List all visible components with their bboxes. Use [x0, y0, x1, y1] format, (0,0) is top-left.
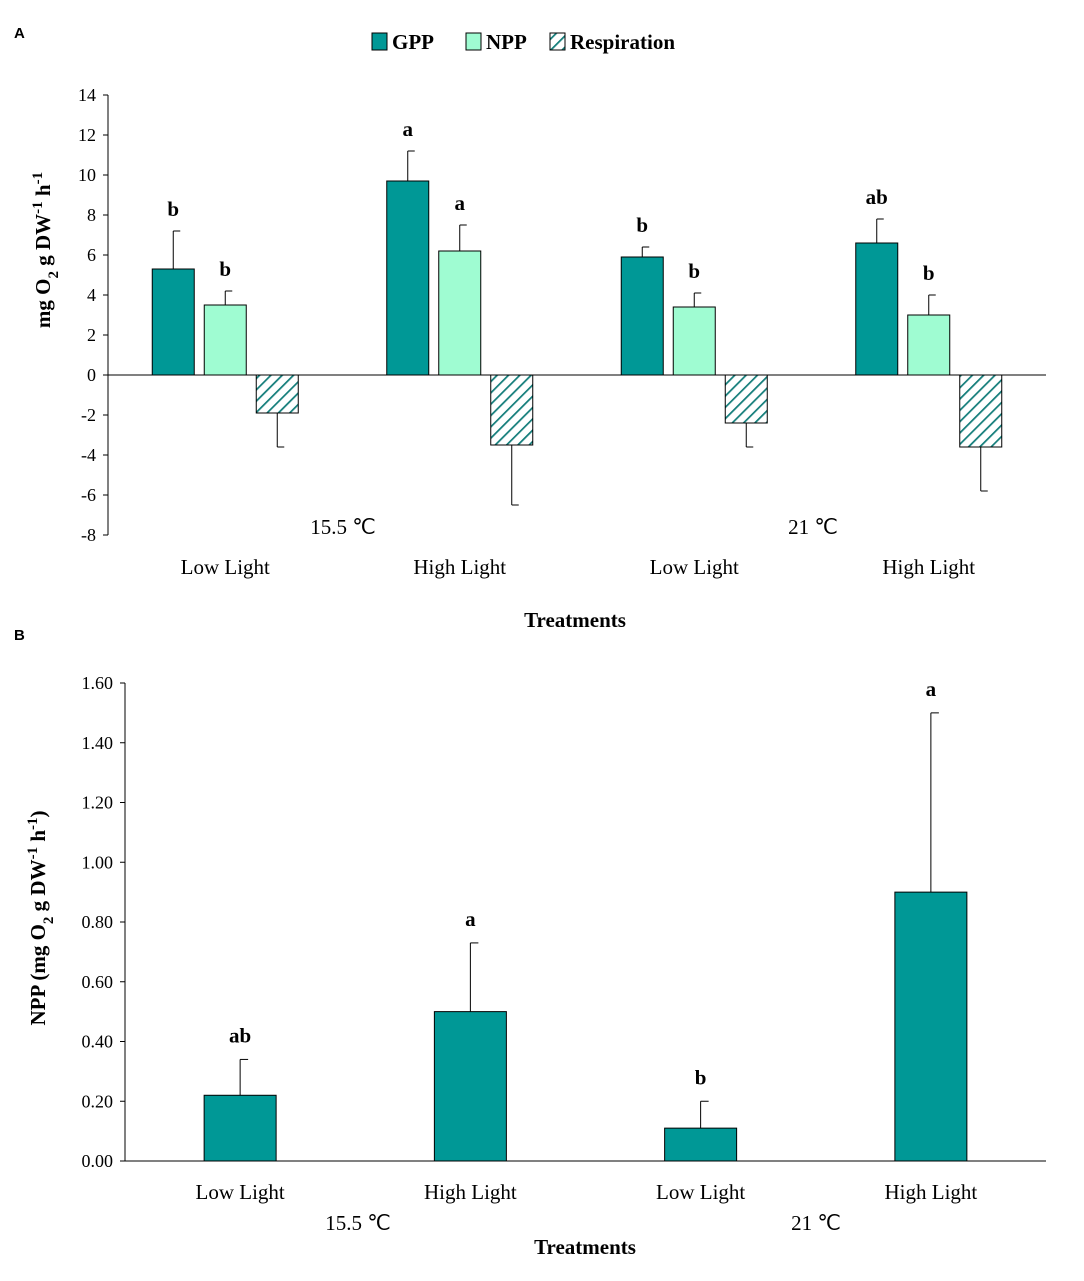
bar-npp: [438, 250, 482, 376]
y-tick-label-b: 1.60: [82, 673, 114, 693]
significance-label-npp-b: a: [465, 907, 476, 931]
y-tick-label-b: 0.20: [82, 1091, 114, 1111]
plot-a: 14 12 10 8 6 4 2 0 -2 -4 -6 -8 Low Light b b High Light…: [78, 85, 1046, 579]
legend-label-gpp: GPP: [392, 30, 434, 54]
significance-label-npp-b: b: [695, 1065, 707, 1089]
bar-gpp: [386, 180, 430, 376]
y-tick-label-b: 0.60: [82, 972, 114, 992]
legend-swatch-respiration: [549, 32, 566, 51]
group-label-b-1: 15.5 ℃: [325, 1211, 391, 1235]
legend-a: GPP NPP Respiration: [371, 30, 675, 54]
significance-label-npp: b: [688, 259, 700, 283]
bar-npp-b: [203, 1094, 277, 1162]
significance-label-npp-b: a: [926, 677, 937, 701]
bar-npp: [672, 306, 716, 376]
bar-npp-b: [894, 891, 968, 1162]
x-tick-label-b: Low Light: [656, 1180, 745, 1204]
group-label-a-1: 15.5 ℃: [310, 515, 376, 539]
x-tick-label-b: High Light: [424, 1180, 517, 1204]
y-tick-label-b: 1.40: [82, 733, 114, 753]
x-tick-label-b: Low Light: [196, 1180, 285, 1204]
significance-label-gpp: a: [403, 117, 414, 141]
significance-label-npp: b: [219, 257, 231, 281]
y-axis-label-a-text: mg O2 g DW-1 h-1: [30, 172, 62, 328]
x-tick-label-a: High Light: [413, 555, 506, 579]
x-tick-label-b: High Light: [885, 1180, 978, 1204]
x-tick-label-a: Low Light: [181, 555, 270, 579]
bar-respiration: [490, 374, 534, 446]
bar-respiration: [255, 374, 299, 414]
y-axis-label-a: mg O2 g DW-1 h-1: [30, 172, 62, 328]
y-tick-label-a: 2: [87, 325, 96, 345]
legend-swatch-gpp: [371, 32, 388, 51]
x-axis-title-a: Treatments: [524, 608, 626, 632]
y-tick-label-b: 0.00: [82, 1151, 114, 1171]
y-tick-label-a: 6: [87, 245, 96, 265]
y-tick-label-b: 0.80: [82, 912, 114, 932]
significance-label-npp: a: [455, 191, 466, 215]
plot-b: 1.60 1.40 1.20 1.00 0.80 0.60 0.40 0.20 0.00 Low …: [82, 673, 1046, 1204]
bar-respiration: [724, 374, 768, 424]
y-axis-label-b-text: NPP (mg O2 g DW-1 h-1): [25, 810, 57, 1025]
y-tick-label-a: -2: [81, 405, 96, 425]
group-label-a-2: 21 ℃: [788, 515, 838, 539]
bar-npp-b: [433, 1011, 507, 1162]
y-tick-label-a: 4: [87, 285, 96, 305]
legend-label-npp: NPP: [486, 30, 527, 54]
bar-npp-b: [664, 1127, 738, 1162]
significance-label-gpp: b: [636, 213, 648, 237]
bar-gpp: [855, 242, 899, 376]
group-label-b-2: 21 ℃: [791, 1211, 841, 1235]
y-tick-label-a: -4: [81, 445, 96, 465]
bar-gpp: [151, 268, 195, 376]
significance-label-gpp: b: [167, 197, 179, 221]
bar-npp: [203, 304, 247, 376]
bar-respiration: [959, 374, 1003, 448]
y-tick-label-a: 14: [78, 85, 96, 105]
y-tick-label-a: 0: [87, 365, 96, 385]
y-tick-label-a: -8: [81, 525, 96, 545]
y-tick-label-b: 0.40: [82, 1032, 114, 1052]
significance-label-npp-b: ab: [229, 1023, 251, 1047]
bar-npp: [907, 314, 951, 376]
y-tick-label-a: 12: [78, 125, 96, 145]
panel-b-letter: B: [14, 627, 25, 644]
y-tick-label-a: 10: [78, 165, 96, 185]
x-tick-label-a: High Light: [882, 555, 975, 579]
y-tick-label-a: 8: [87, 205, 96, 225]
x-axis-title-b: Treatments: [534, 1235, 636, 1259]
y-tick-label-b: 1.20: [82, 793, 114, 813]
legend-label-respiration: Respiration: [570, 30, 675, 54]
x-tick-label-a: Low Light: [650, 555, 739, 579]
y-axis-label-b: NPP (mg O2 g DW-1 h-1): [25, 810, 57, 1025]
bar-gpp: [620, 256, 664, 376]
panel-a-letter: A: [14, 25, 25, 42]
legend-swatch-npp: [465, 32, 482, 51]
significance-label-npp: b: [923, 261, 935, 285]
significance-label-gpp: ab: [866, 185, 888, 209]
y-tick-label-b: 1.00: [82, 852, 114, 872]
y-tick-label-a: -6: [81, 485, 96, 505]
